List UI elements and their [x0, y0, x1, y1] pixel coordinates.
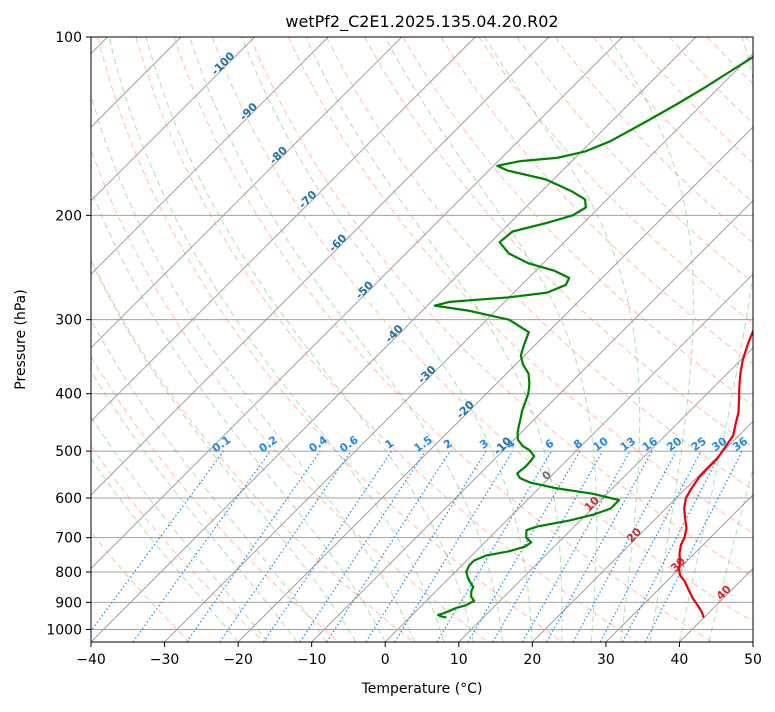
x-tick-label: 10: [450, 652, 468, 668]
y-tick-label: 900: [55, 595, 82, 611]
x-tick-label: 20: [523, 652, 541, 668]
x-tick-label: −20: [223, 652, 253, 668]
x-tick-label: −30: [150, 652, 180, 668]
x-tick-label: −40: [76, 652, 106, 668]
x-tick-label: 50: [744, 652, 762, 668]
x-tick-label: 40: [671, 652, 689, 668]
x-axis-label: Temperature (°C): [361, 681, 483, 697]
y-tick-label: 500: [55, 444, 82, 460]
y-tick-label: 400: [55, 387, 82, 403]
y-tick-label: 700: [55, 531, 82, 547]
y-tick-label: 100: [55, 30, 82, 46]
y-tick-label: 800: [55, 565, 82, 581]
y-tick-label: 200: [55, 208, 82, 224]
y-axis-label: Pressure (hPa): [13, 289, 29, 389]
y-tick-label: 300: [55, 313, 82, 329]
y-tick-label: 1000: [46, 622, 82, 638]
chart-title: wetPf2_C2E1.2025.135.04.20.R02: [285, 12, 558, 32]
x-tick-label: −10: [297, 652, 327, 668]
x-tick-label: 0: [381, 652, 390, 668]
x-tick-label: 30: [597, 652, 615, 668]
y-tick-label: 600: [55, 491, 82, 507]
